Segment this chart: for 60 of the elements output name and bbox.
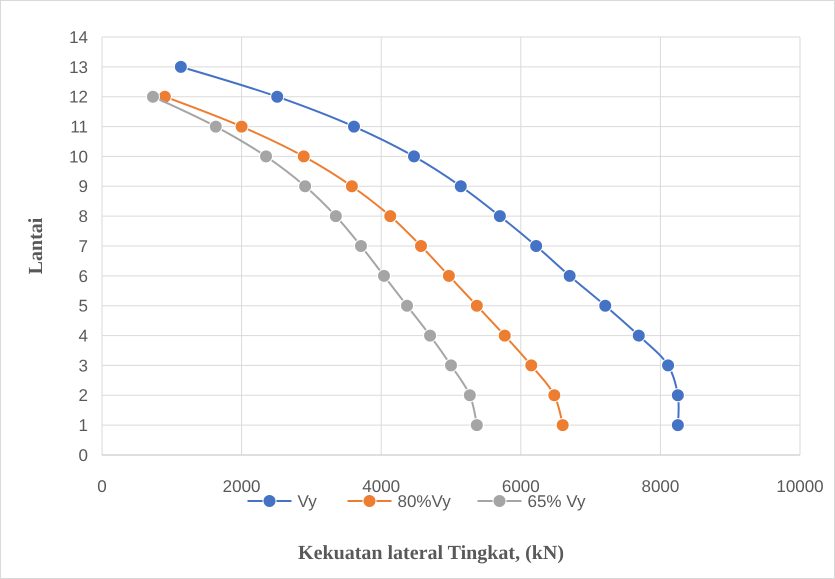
y-tick-label: 11: [70, 118, 88, 137]
point: [296, 149, 311, 164]
point: [470, 298, 484, 313]
point: [376, 268, 391, 283]
x-tick-label: 0: [97, 477, 107, 496]
y-tick-label: 0: [78, 446, 88, 465]
y-tick-label: 3: [78, 356, 88, 376]
point: [383, 209, 398, 224]
legend-label: Vy: [298, 492, 318, 511]
point: [259, 149, 274, 164]
point: [400, 298, 414, 313]
point: [670, 388, 685, 402]
point: [346, 120, 361, 134]
point: [174, 60, 188, 74]
point: [556, 418, 570, 432]
point: [470, 418, 484, 432]
y-axis-title: Lantai: [25, 217, 47, 274]
point: [344, 179, 359, 194]
point: [146, 90, 160, 104]
point: [444, 358, 458, 372]
point: [423, 328, 438, 343]
point: [414, 239, 428, 253]
point: [298, 179, 312, 194]
point: [524, 358, 538, 372]
point: [354, 239, 368, 253]
y-tick-label: 1: [78, 416, 88, 436]
y-tick-label: 10: [69, 147, 88, 166]
y-tick-label: 4: [78, 326, 88, 346]
point: [492, 209, 507, 224]
point: [498, 328, 512, 343]
x-tick-label: 10000: [776, 477, 824, 496]
point: [328, 209, 343, 224]
point: [547, 388, 562, 402]
x-tick-label: 8000: [641, 477, 680, 496]
y-tick-label: 7: [78, 236, 88, 256]
y-tick-label: 5: [78, 296, 88, 316]
y-tick-label: 6: [78, 266, 88, 286]
y-tick-label: 12: [69, 88, 88, 107]
point: [454, 179, 468, 194]
point: [529, 239, 544, 253]
y-tick-label: 2: [78, 386, 88, 406]
point: [442, 268, 456, 283]
point: [407, 149, 422, 164]
point: [632, 328, 646, 343]
point: [462, 388, 477, 402]
y-tick-label: 9: [78, 177, 88, 196]
point: [234, 120, 249, 134]
x-tick-label: 2000: [222, 477, 261, 496]
y-tick-label: 8: [78, 207, 88, 226]
point: [670, 418, 685, 432]
point: [562, 268, 577, 283]
x-tick-label: 4000: [362, 477, 400, 496]
point: [661, 358, 676, 372]
y-tick-label: 14: [69, 28, 88, 47]
x-axis-title: Kekuatan lateral Tingkat, (kN): [298, 542, 564, 564]
point: [208, 120, 223, 134]
y-tick-label: 13: [69, 58, 88, 77]
point: [598, 298, 612, 313]
point: [270, 90, 284, 104]
legend-label: 80%Vy: [398, 492, 452, 511]
